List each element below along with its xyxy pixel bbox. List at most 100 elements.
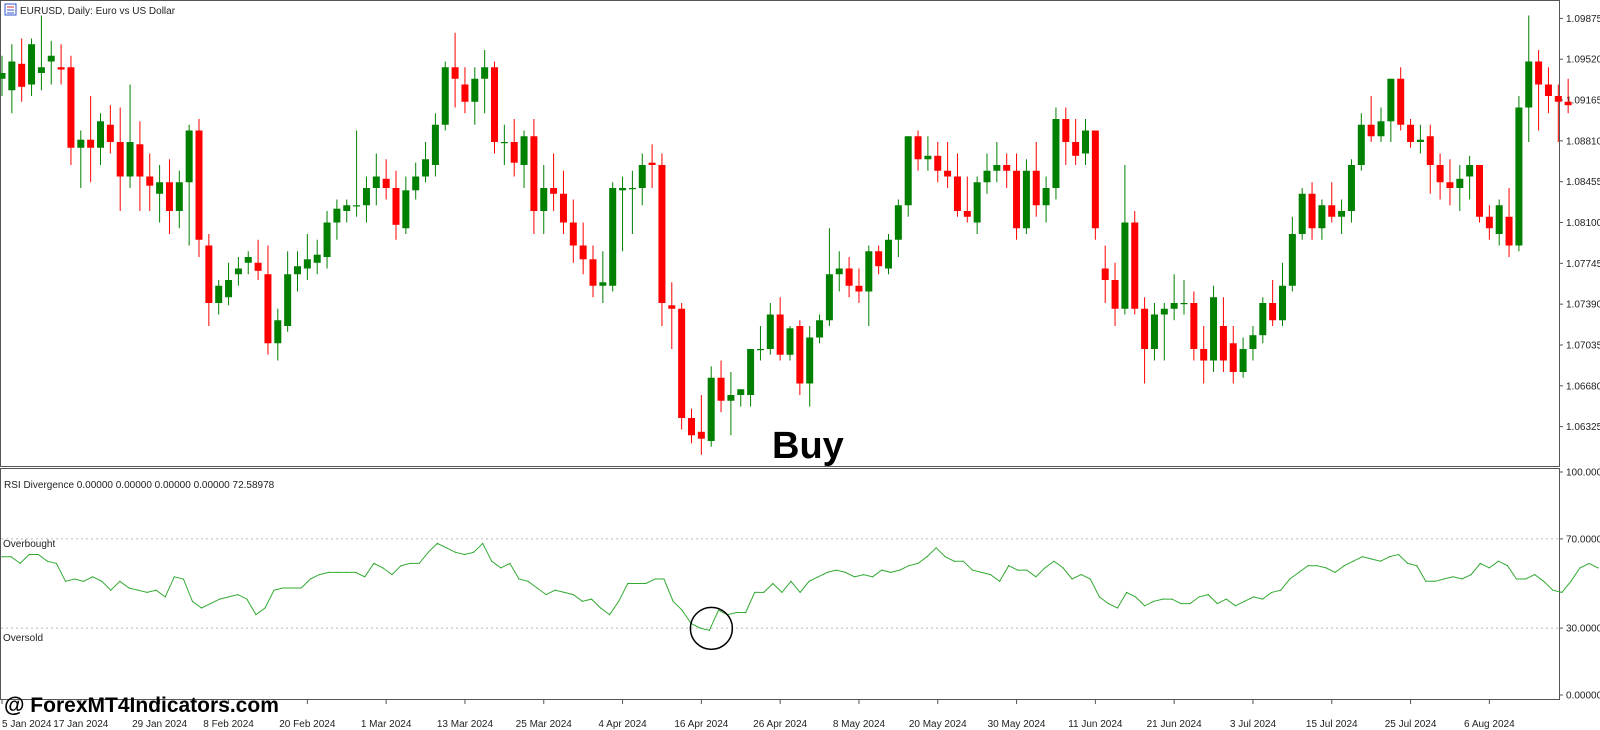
candle (1436, 153, 1444, 200)
rsi-point (581, 600, 584, 602)
candle-body (1111, 280, 1119, 309)
candle-body (569, 222, 577, 246)
rsi-point (83, 580, 85, 582)
rsi-point (1035, 576, 1037, 578)
candle-body (1219, 326, 1227, 361)
candle (323, 211, 331, 269)
candle (1279, 262, 1286, 326)
candle-body (1210, 297, 1218, 361)
candle (87, 96, 95, 183)
rsi-point (1162, 598, 1164, 600)
time-tick-label: 26 Apr 2024 (753, 719, 807, 730)
candle-body (1347, 165, 1355, 211)
candle-body (1229, 343, 1237, 372)
candle (1347, 159, 1355, 223)
candle-body (77, 139, 85, 148)
rsi-point (1008, 565, 1010, 567)
candle (1554, 84, 1562, 142)
candle-body (362, 188, 370, 206)
candle (904, 136, 912, 217)
candle-body (983, 170, 991, 183)
candle-body (944, 170, 952, 177)
price-tick-label: 1.08810 (1566, 136, 1600, 147)
candle-body (1357, 124, 1365, 165)
time-tick-label: 30 May 2024 (988, 719, 1046, 730)
rsi-point (400, 565, 402, 567)
rsi-point (155, 589, 157, 591)
rsi-point (1524, 578, 1527, 580)
rsi-point (763, 591, 765, 594)
rsi-level-lines (1, 538, 1559, 629)
candle-body (1013, 170, 1021, 229)
candle-body (973, 182, 981, 223)
time-tick-label: 1 Mar 2024 (361, 719, 412, 730)
candle (1121, 165, 1129, 315)
candle (520, 130, 528, 188)
rsi-point (500, 567, 502, 569)
candle-body (1101, 268, 1109, 280)
rsi-tick-label: 100.00000 (1566, 468, 1600, 479)
candle-body (1318, 205, 1326, 229)
candle (924, 136, 932, 171)
candle (1377, 107, 1385, 142)
candle-body (106, 124, 114, 142)
candle (353, 130, 361, 217)
candle-body (284, 274, 292, 326)
candle-body (1564, 101, 1572, 106)
candle-body (47, 55, 55, 62)
candle-body (599, 282, 607, 286)
candle (589, 245, 597, 298)
candle-body (619, 188, 627, 191)
candle-body (471, 78, 479, 102)
candle-body (116, 142, 124, 177)
candle (1535, 50, 1543, 131)
rsi-point (745, 611, 747, 614)
rsi-point (1452, 576, 1454, 578)
candle-body (185, 130, 193, 183)
rsi-point (1107, 602, 1110, 605)
rsi-point (1062, 567, 1064, 569)
price-tick-label: 1.07390 (1566, 300, 1600, 311)
candle-body (215, 285, 223, 303)
candle (953, 153, 961, 217)
candle (136, 121, 144, 211)
rsi-series-line (2, 542, 1599, 631)
candle-body (530, 136, 538, 211)
candle (225, 262, 233, 306)
rsi-point (989, 573, 992, 576)
candle (688, 408, 695, 444)
candle (530, 119, 538, 234)
candle-body (392, 188, 400, 225)
rsi-point (472, 551, 475, 553)
candle-body (323, 222, 331, 257)
candle-body (924, 155, 932, 160)
candle (766, 303, 774, 355)
rsi-point (1053, 560, 1055, 562)
candle (599, 251, 607, 303)
candle (284, 251, 292, 332)
candle (855, 268, 863, 303)
rsi-point (1479, 562, 1481, 565)
candle-body (1397, 78, 1405, 125)
rsi-point (672, 600, 674, 602)
candle (491, 61, 498, 154)
candle (294, 251, 301, 292)
candle-body (1544, 84, 1552, 96)
rsi-point (1506, 565, 1509, 567)
candle (47, 40, 55, 85)
candle (717, 360, 725, 413)
candle (175, 170, 183, 229)
candle (28, 38, 36, 96)
candle-body (520, 136, 528, 165)
candle (195, 119, 203, 257)
candle-body (816, 320, 824, 338)
rsi-point (636, 582, 638, 585)
rsi-point (1534, 573, 1536, 576)
candle-body (1377, 121, 1385, 137)
rsi-point (1, 556, 3, 558)
candle-body (638, 165, 646, 188)
candle-body (0, 73, 6, 79)
candle (116, 107, 124, 211)
candle (993, 142, 1001, 183)
